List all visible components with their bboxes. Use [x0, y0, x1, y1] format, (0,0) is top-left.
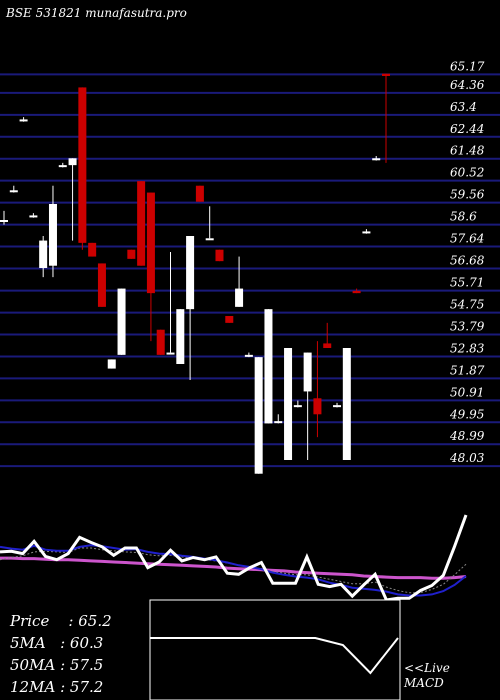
stat-12ma-label: 12MA	[10, 678, 56, 696]
y-tick-label: 48.99	[449, 429, 485, 443]
macd-line	[150, 637, 399, 675]
stat-5ma-value: 60.3	[69, 634, 104, 652]
candle-down	[225, 316, 234, 323]
candle-up	[48, 204, 57, 266]
price-line	[0, 514, 468, 602]
y-tick-label: 65.17	[450, 59, 485, 73]
candle-down	[78, 87, 87, 243]
stat-50ma-sep: :	[60, 656, 66, 674]
candle-up	[284, 348, 293, 460]
y-tick-label: 63.4	[450, 100, 477, 114]
candle-up	[372, 158, 381, 161]
stat-price-label: Price	[10, 612, 50, 630]
candle-up	[117, 288, 126, 355]
stat-5ma-sep: :	[60, 634, 66, 652]
price-grid	[0, 73, 500, 468]
y-tick-label: 59.56	[450, 188, 485, 202]
stat-price: Price : 65.2	[10, 612, 112, 630]
candle-up	[176, 309, 185, 364]
y-tick-label: 48.03	[449, 451, 485, 465]
stat-12ma-sep: :	[60, 678, 66, 696]
candles	[0, 73, 390, 474]
candle-down	[146, 192, 155, 294]
y-axis-ticks: 65.17 64.36 63.4 62.44 61.48 60.52 59.56 58.6 57…	[449, 59, 485, 465]
y-tick-label: 56.68	[450, 253, 485, 267]
candle-up	[274, 421, 283, 424]
stat-5ma-label: 5MA	[10, 634, 46, 652]
stat-price-value: 65.2	[78, 612, 112, 630]
y-tick-label: 50.91	[450, 385, 484, 399]
candle-up	[205, 238, 214, 241]
y-tick-label: 60.52	[450, 166, 484, 180]
stat-12ma-value: 57.2	[69, 678, 104, 696]
candle-up	[235, 288, 244, 307]
candle-up	[19, 119, 28, 122]
ma50-line	[0, 556, 467, 580]
candle-down	[88, 242, 97, 257]
stat-50ma: 50MA : 57.5	[10, 656, 103, 674]
y-tick-label: 64.36	[450, 78, 485, 92]
candle-up	[244, 354, 253, 357]
y-tick-label: 55.71	[450, 276, 484, 290]
indicator-lines	[0, 514, 468, 602]
candle-down	[195, 185, 204, 202]
stat-price-sep: :	[68, 612, 74, 630]
chart-title: BSE 531821 munafasutra.pro	[5, 6, 187, 20]
candle-up	[9, 190, 18, 193]
candle-up	[166, 352, 175, 355]
candle-down	[156, 329, 165, 355]
macd-live-label: <<Live	[404, 661, 450, 675]
y-tick-label: 53.79	[450, 320, 485, 334]
y-tick-label: 49.95	[449, 407, 484, 421]
stat-12ma: 12MA : 57.2	[10, 678, 103, 696]
y-tick-label: 52.83	[450, 341, 485, 355]
candle-up	[29, 215, 38, 218]
candle-up	[0, 220, 8, 222]
macd-label: MACD	[404, 676, 444, 690]
y-tick-label: 57.64	[450, 232, 484, 246]
y-tick-label: 54.75	[450, 298, 484, 312]
candle-up	[186, 236, 195, 310]
y-tick-label: 62.44	[450, 122, 484, 136]
candle-down	[97, 263, 106, 307]
candle-up	[107, 359, 116, 369]
stat-50ma-label: 50MA	[10, 656, 56, 674]
candle-down	[382, 73, 390, 76]
macd-series	[150, 637, 399, 675]
y-tick-label: 51.87	[450, 363, 485, 377]
candle-up	[342, 348, 351, 460]
candle-down	[137, 181, 146, 266]
ma5-line	[0, 544, 467, 597]
candle-down	[323, 343, 332, 348]
candle-down	[352, 290, 361, 294]
ma12-line	[0, 547, 467, 594]
candle-down	[215, 249, 224, 262]
candle-down	[127, 249, 136, 259]
candle-up	[68, 158, 77, 166]
stat-5ma: 5MA : 60.3	[10, 634, 103, 652]
candle-down	[313, 398, 322, 415]
candle-up	[254, 357, 263, 474]
candle-up	[303, 352, 312, 392]
candle-up	[39, 240, 48, 268]
candle-up	[58, 165, 67, 168]
macd-panel	[149, 599, 401, 700]
candle-up	[362, 231, 371, 234]
stat-50ma-value: 57.5	[69, 656, 104, 674]
candle-up	[293, 405, 302, 408]
y-tick-label: 58.6	[450, 210, 477, 224]
candle-up	[264, 309, 273, 424]
candle-up	[333, 405, 342, 408]
y-tick-label: 61.48	[450, 144, 485, 158]
